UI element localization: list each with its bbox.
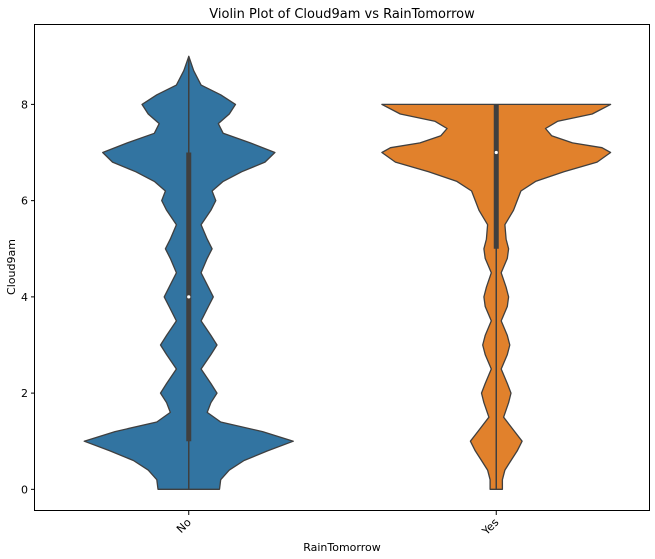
y-tick-label: 6 [21, 195, 28, 208]
y-axis-label: Cloud9am [5, 239, 18, 295]
violins-group [83, 55, 612, 490]
x-tick-label: Yes [479, 516, 502, 539]
x-tick-label: No [174, 516, 194, 536]
plot-frame [34, 24, 650, 511]
chart-title: Violin Plot of Cloud9am vs RainTomorrow [209, 7, 475, 22]
y-tick-label: 4 [21, 291, 28, 304]
violin-median-point [494, 150, 498, 155]
violin-median-point [187, 295, 191, 299]
x-axis: No Yes [174, 511, 502, 539]
x-axis-label: RainTomorrow [303, 541, 381, 554]
y-tick-label: 8 [21, 98, 28, 111]
y-axis: 0 2 4 6 8 [21, 98, 35, 496]
y-tick-label: 0 [21, 483, 28, 496]
y-tick-label: 2 [21, 387, 28, 400]
